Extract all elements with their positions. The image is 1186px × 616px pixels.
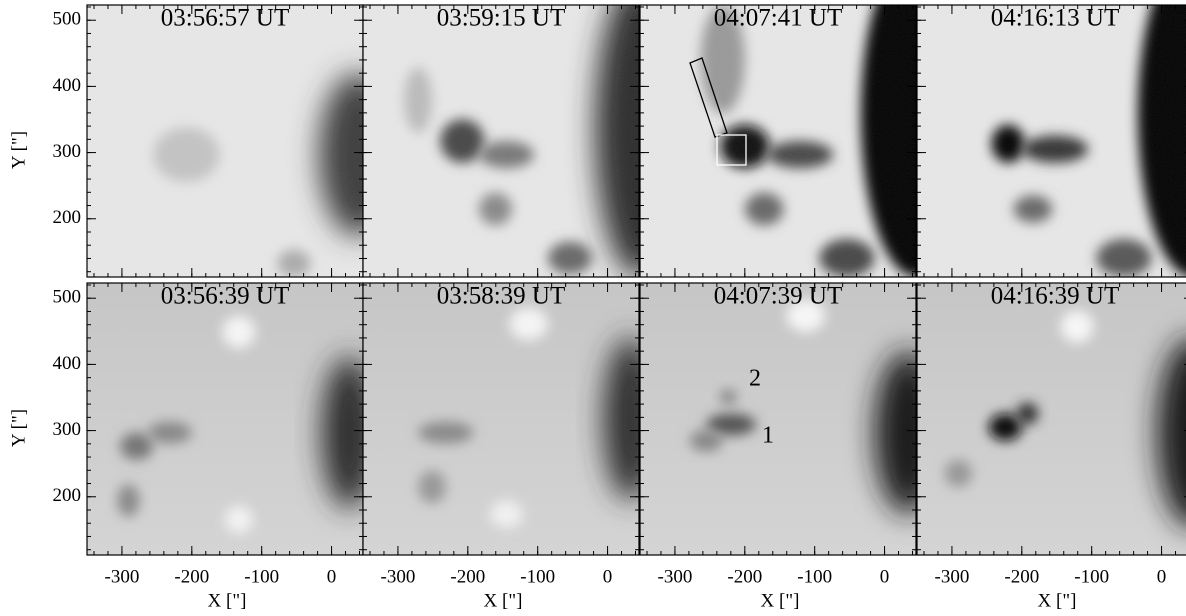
timestamp: 04:07:41 UT <box>714 5 842 32</box>
y-axis-label: Y ["] <box>8 409 29 447</box>
x-tick-label: 0 <box>1157 566 1167 587</box>
image-panel: 03:56:57 UT 200 300 400 500 Y ["] <box>8 4 364 278</box>
solar-image <box>363 283 639 555</box>
x-tick-label: -200 <box>174 566 209 587</box>
x-tick-label: -100 <box>1074 566 1109 587</box>
feature <box>418 421 474 444</box>
annotation: 2 <box>749 366 761 392</box>
feature <box>1060 310 1094 343</box>
frame <box>362 282 640 556</box>
y-tick-label: 200 <box>53 485 82 506</box>
feature <box>944 459 973 487</box>
feature <box>874 351 916 515</box>
timestamp: 04:07:39 UT <box>714 283 842 310</box>
feature <box>225 506 253 534</box>
feature <box>222 315 256 349</box>
x-tick-label: -100 <box>244 566 279 587</box>
x-tick-label: -100 <box>797 566 832 587</box>
feature <box>689 429 723 452</box>
frame <box>639 4 917 278</box>
annotation: 1 <box>762 423 774 449</box>
feature <box>1016 402 1039 425</box>
y-tick-label: 300 <box>53 141 82 162</box>
feature <box>321 356 363 509</box>
image-panel: 04:07:41 UT <box>639 4 917 278</box>
image-panel: 04:16:39 UT -300 -200 -100 0 X ["] <box>916 282 1186 611</box>
feature <box>720 389 737 406</box>
solar-image <box>87 5 363 277</box>
x-tick-label: -300 <box>105 566 140 587</box>
y-tick-label: 400 <box>53 75 82 96</box>
feature <box>117 484 140 517</box>
region-box <box>716 134 747 166</box>
feature <box>418 470 446 504</box>
solar-image <box>640 283 916 555</box>
timestamp: 03:56:57 UT <box>161 5 289 32</box>
frame <box>916 4 1186 278</box>
noise <box>363 5 639 277</box>
x-tick-label: -200 <box>727 566 762 587</box>
image-panel: 04:07:39 UT -300 -200 -100 0 X ["] <box>639 282 917 611</box>
x-tick-label: -200 <box>1004 566 1039 587</box>
image-panel: 04:16:13 UT <box>916 4 1186 278</box>
y-tick-label: 500 <box>53 287 82 308</box>
x-axis-label: X ["] <box>1038 590 1077 611</box>
y-tick-label: 300 <box>53 419 82 440</box>
x-tick-label: 0 <box>603 566 613 587</box>
timestamp: 03:59:15 UT <box>437 5 565 32</box>
feature <box>509 307 548 341</box>
x-tick-label: -100 <box>520 566 555 587</box>
feature <box>706 413 756 436</box>
solar-image <box>917 5 1186 277</box>
timestamp: 03:56:39 UT <box>161 283 289 310</box>
noise <box>640 5 916 277</box>
solar-image <box>87 283 363 555</box>
image-panel: 03:59:15 UT <box>362 4 640 278</box>
timestamp: 03:58:39 UT <box>437 283 565 310</box>
noise <box>917 5 1186 277</box>
y-tick-label: 400 <box>53 353 82 374</box>
feature <box>603 337 639 501</box>
x-axis-label: X ["] <box>761 590 800 611</box>
slit-box <box>689 57 728 138</box>
timestamp: 04:16:39 UT <box>991 283 1119 310</box>
feature <box>988 413 1022 441</box>
solar-image <box>640 5 916 277</box>
feature <box>147 421 192 444</box>
feature <box>1157 339 1186 526</box>
x-tick-label: -300 <box>381 566 416 587</box>
frame <box>916 282 1186 556</box>
x-tick-label: 0 <box>327 566 337 587</box>
image-panel: 03:56:39 UT -300 -200 -100 0 200 300 400 500 X ["… <box>8 282 364 611</box>
y-tick-label: 200 <box>53 207 82 228</box>
y-axis-label: Y ["] <box>8 131 29 169</box>
solar-image <box>917 283 1186 555</box>
noise <box>87 5 363 277</box>
x-axis-label: X ["] <box>208 590 247 611</box>
timestamp: 04:16:13 UT <box>991 5 1119 32</box>
frame <box>639 282 917 556</box>
y-tick-label: 500 <box>53 9 82 30</box>
feature <box>786 299 825 332</box>
x-tick-label: -200 <box>450 566 485 587</box>
x-tick-label: 0 <box>880 566 890 587</box>
x-axis-label: X ["] <box>484 590 523 611</box>
x-tick-label: -300 <box>935 566 970 587</box>
feature <box>120 432 154 460</box>
solar-image <box>363 5 639 277</box>
frame <box>362 4 640 278</box>
background <box>640 283 916 555</box>
feature <box>489 500 524 528</box>
background <box>917 283 1186 555</box>
image-panel: 03:58:39 UT -300 -200 -100 0 X ["] <box>362 282 640 611</box>
x-tick-label: -300 <box>658 566 693 587</box>
